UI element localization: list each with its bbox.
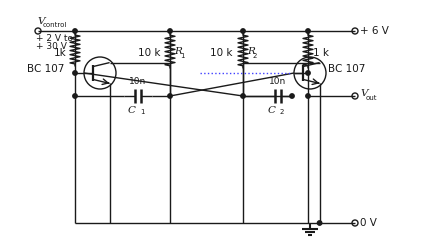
Circle shape [241, 29, 245, 33]
Circle shape [73, 94, 77, 98]
Circle shape [241, 94, 245, 98]
Circle shape [73, 71, 77, 75]
Text: 2: 2 [253, 53, 257, 59]
Text: 1: 1 [180, 53, 184, 59]
Text: 10n: 10n [269, 77, 287, 86]
Text: R: R [247, 47, 255, 56]
Text: 1 k: 1 k [313, 48, 329, 59]
Circle shape [73, 29, 77, 33]
Text: BC 107: BC 107 [26, 64, 64, 74]
Circle shape [317, 221, 322, 225]
Circle shape [168, 29, 172, 33]
Text: BC 107: BC 107 [328, 64, 366, 74]
Circle shape [306, 29, 310, 33]
Text: 2: 2 [280, 109, 285, 115]
Circle shape [290, 94, 294, 98]
Text: 10 k: 10 k [138, 48, 160, 59]
Text: 1: 1 [140, 109, 144, 115]
Text: 1k: 1k [54, 48, 67, 59]
Text: 10n: 10n [130, 77, 147, 86]
Text: V: V [37, 17, 44, 26]
Text: + 30 V: + 30 V [36, 42, 67, 51]
Text: 0 V: 0 V [360, 218, 377, 228]
Text: control: control [43, 22, 67, 28]
Text: + 2 V to: + 2 V to [36, 34, 73, 43]
Text: C: C [268, 106, 276, 115]
Text: + 6 V: + 6 V [360, 26, 389, 36]
Circle shape [168, 94, 172, 98]
Text: 10 k: 10 k [210, 48, 233, 59]
Circle shape [306, 94, 310, 98]
Text: V: V [360, 89, 368, 99]
Text: out: out [366, 95, 377, 101]
Circle shape [306, 71, 310, 75]
Text: R: R [174, 47, 182, 56]
Text: C: C [128, 106, 136, 115]
